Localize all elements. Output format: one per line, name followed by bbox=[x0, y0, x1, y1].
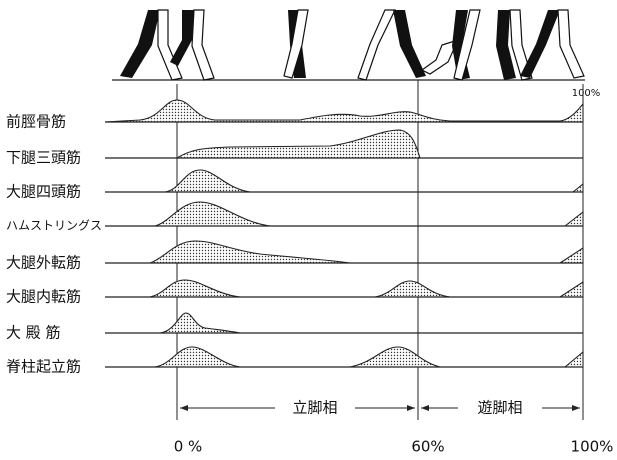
muscle-label: 大腿四頭筋 bbox=[6, 183, 81, 201]
activity-curve bbox=[164, 169, 584, 193]
muscle-label: 大腿外転筋 bbox=[6, 254, 81, 272]
activity-curve bbox=[104, 99, 584, 123]
muscle-label: 大 殿 筋 bbox=[6, 324, 61, 342]
muscle-label: 大腿内転筋 bbox=[6, 288, 81, 306]
stance-phase: 立脚相 bbox=[292, 399, 337, 417]
activity-curve bbox=[149, 240, 584, 264]
muscle-label: 脊柱起立筋 bbox=[6, 358, 81, 376]
top-label: 100% bbox=[572, 88, 601, 99]
swing-phase: 遊脚相 bbox=[477, 399, 522, 417]
activity-curve bbox=[154, 346, 584, 368]
axis-label: 0 % bbox=[174, 438, 203, 456]
muscle-rows: 前脛骨筋 下腿三頭筋 大腿四頭筋 ハムストリングス 大腿外転筋 大腿内転筋 大 … bbox=[6, 99, 584, 376]
phase-arrows: 立脚相 遊脚相 bbox=[180, 399, 580, 417]
muscle-label: ハムストリングス bbox=[6, 219, 102, 233]
axis-label: 60% bbox=[411, 438, 444, 456]
walking-figures bbox=[112, 9, 585, 81]
muscle-label: 下腿三頭筋 bbox=[6, 149, 81, 167]
activity-curve bbox=[175, 129, 421, 159]
muscle-label: 前脛骨筋 bbox=[6, 113, 66, 131]
axis-label: 100% bbox=[571, 438, 614, 456]
activity-curve bbox=[154, 201, 584, 227]
activity-curve bbox=[149, 279, 584, 298]
activity-curve bbox=[159, 312, 241, 334]
